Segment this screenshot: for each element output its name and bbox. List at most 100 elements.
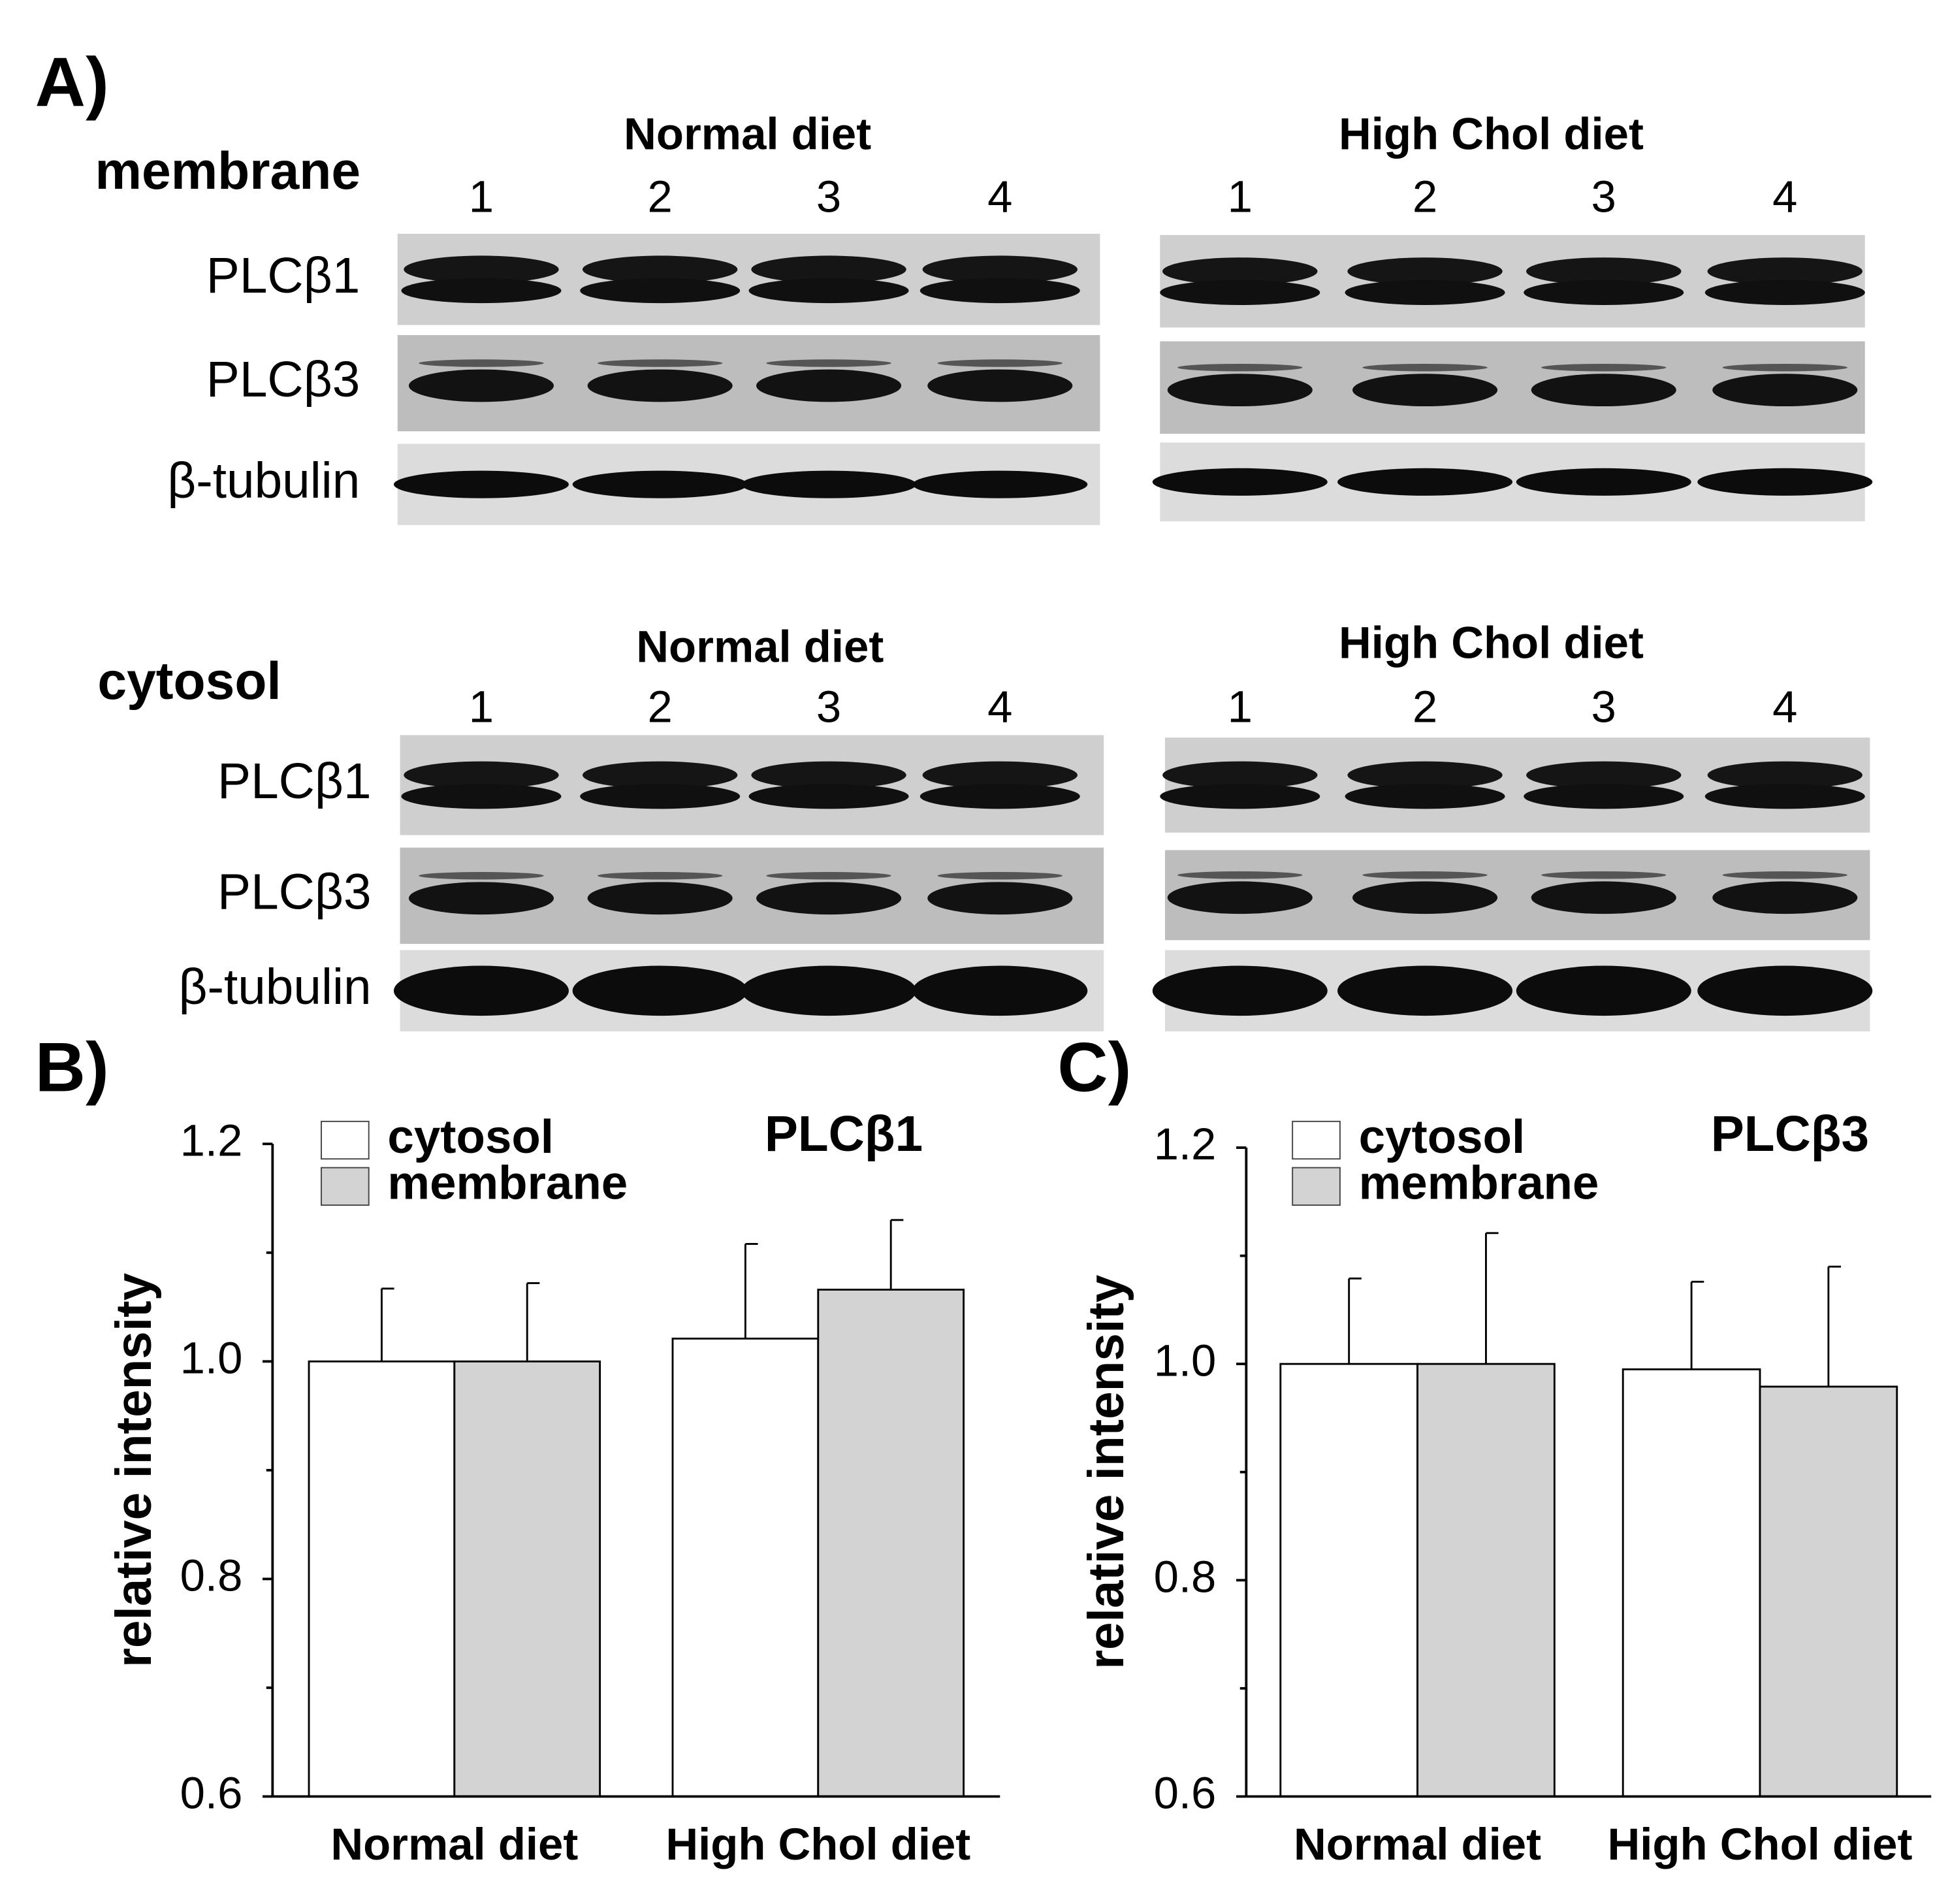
lane-number: 3	[1591, 171, 1616, 221]
lane-number: 2	[1413, 681, 1437, 732]
lane-number: 1	[1228, 171, 1253, 221]
legend-label: membrane	[1359, 1157, 1599, 1210]
blot-band	[1704, 280, 1865, 306]
legend-swatch	[1292, 1120, 1341, 1160]
y-tick-label: 1.2	[1154, 1119, 1217, 1169]
row-label: PLCβ3	[206, 352, 360, 408]
blot-band	[1177, 363, 1303, 372]
bar	[817, 1288, 965, 1798]
blot-band	[927, 369, 1073, 402]
blot-band	[912, 470, 1088, 498]
lane-number: 3	[1591, 681, 1616, 732]
blot-band	[1707, 257, 1862, 285]
blot-band	[1531, 881, 1676, 914]
legend-label: cytosol	[387, 1110, 554, 1163]
blot-band	[751, 761, 906, 789]
blot-band	[1524, 784, 1684, 809]
blot-band	[756, 369, 902, 402]
blot-band	[741, 470, 917, 498]
y-tick-label: 0.8	[180, 1551, 243, 1601]
blot-band	[1352, 374, 1498, 407]
bar	[1622, 1368, 1761, 1798]
legend-swatch	[321, 1167, 370, 1206]
lane-number: 4	[987, 171, 1012, 221]
blot-band	[766, 872, 891, 880]
panel-label: C)	[1057, 1028, 1131, 1106]
blot-band	[1541, 871, 1667, 879]
blot-band	[1697, 468, 1873, 496]
blot-band	[1167, 881, 1313, 914]
x-tick-label: Normal diet	[1294, 1819, 1541, 1869]
y-tick-label: 1.2	[180, 1116, 243, 1166]
blot-band	[1160, 784, 1320, 809]
blot-band	[580, 278, 741, 304]
fraction-label: membrane	[95, 142, 361, 201]
blot-band	[1526, 257, 1682, 285]
blot-band	[583, 761, 738, 789]
blot-band	[1167, 374, 1313, 407]
y-tick-label: 0.8	[1154, 1551, 1217, 1602]
blot-band	[1526, 761, 1682, 789]
row-label: β-tubulin	[178, 960, 371, 1015]
blot-band	[583, 255, 738, 283]
blot-band	[937, 872, 1063, 880]
blot-band	[1347, 761, 1503, 789]
legend-label: cytosol	[1359, 1110, 1526, 1163]
blot-band	[766, 359, 891, 367]
blot-band	[597, 359, 723, 367]
blot-band	[919, 784, 1080, 809]
bar	[308, 1360, 456, 1798]
blot-band	[748, 278, 909, 304]
blot-band	[937, 359, 1063, 367]
group-title: Normal diet	[636, 621, 884, 671]
row-label: PLCβ1	[206, 248, 360, 304]
bar	[1279, 1363, 1418, 1798]
panel-label: A)	[35, 42, 109, 121]
lane-number: 1	[469, 171, 494, 221]
blot-band	[1516, 468, 1691, 496]
blot-band	[408, 369, 554, 402]
bar	[453, 1360, 601, 1798]
group-title: High Chol diet	[1339, 109, 1644, 159]
lane-number: 3	[816, 681, 841, 732]
x-tick-label: High Chol diet	[1608, 1819, 1913, 1869]
blot-band	[1352, 881, 1498, 914]
error-bar	[1485, 1232, 1499, 1364]
blot-band	[419, 872, 544, 880]
blot-band	[1177, 871, 1303, 879]
row-label: PLCβ1	[217, 754, 372, 809]
lane-number: 2	[1413, 171, 1437, 221]
blot-band	[404, 255, 559, 283]
bar	[1759, 1385, 1898, 1798]
blot-band	[1160, 280, 1320, 306]
blot-band	[401, 784, 562, 809]
y-tick-label: 1.0	[1154, 1335, 1217, 1385]
blot-band	[401, 278, 562, 304]
blot-band	[1362, 871, 1488, 879]
legend-swatch	[321, 1120, 370, 1160]
blot-band	[1722, 871, 1847, 879]
y-tick-label: 1.0	[180, 1333, 243, 1383]
lane-number: 1	[469, 681, 494, 732]
y-tick-label: 0.6	[1154, 1768, 1217, 1818]
error-bar	[1348, 1277, 1362, 1364]
blot-band	[1516, 965, 1691, 1016]
blot-band	[1347, 257, 1503, 285]
error-bar	[380, 1287, 394, 1362]
row-label: PLCβ3	[217, 865, 372, 920]
error-bar	[1690, 1280, 1704, 1370]
x-tick-label: Normal diet	[330, 1819, 578, 1869]
blot-band	[1712, 881, 1858, 914]
blot-band	[1712, 374, 1858, 407]
blot-band	[408, 882, 554, 915]
panel-label: B)	[35, 1028, 109, 1106]
blot-band	[393, 965, 569, 1016]
blot-band	[597, 872, 723, 880]
blot-band	[1152, 965, 1328, 1016]
row-label: β-tubulin	[167, 453, 360, 509]
blot-band	[1337, 965, 1513, 1016]
blot-band	[1541, 363, 1667, 372]
blot-band	[587, 369, 733, 402]
lane-number: 3	[816, 171, 841, 221]
